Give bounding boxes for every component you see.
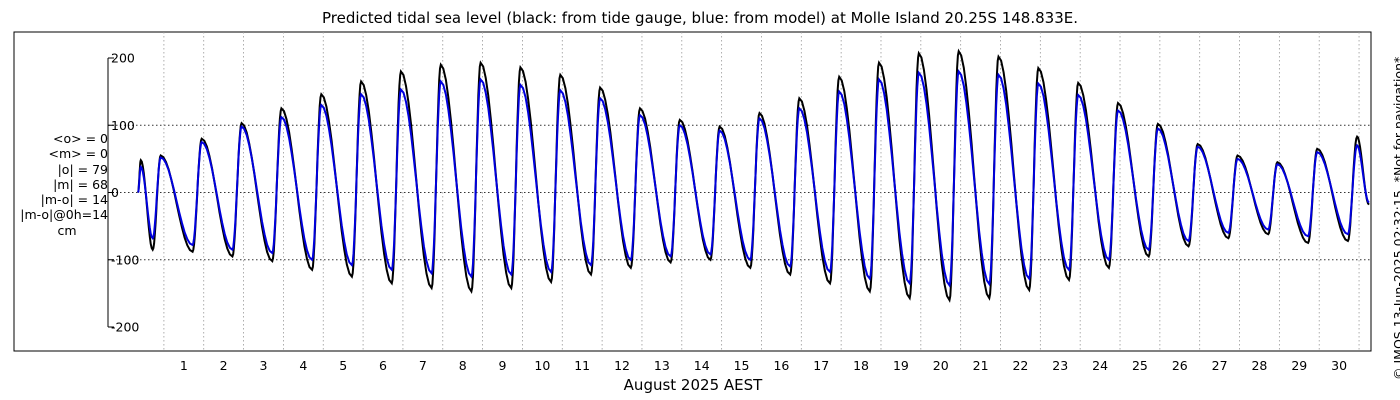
x-tick-label: 3	[260, 358, 268, 373]
x-tick-label: 25	[1132, 358, 1148, 373]
x-tick-label: 23	[1052, 358, 1068, 373]
chart-title: Predicted tidal sea level (black: from t…	[322, 9, 1078, 27]
stat-abs-difference-0h: |m-o|@0h=14	[20, 207, 108, 223]
x-tick-label: 27	[1212, 358, 1228, 373]
x-tick-label: 15	[734, 358, 750, 373]
x-tick-label: 14	[694, 358, 710, 373]
stat-unit: cm	[57, 222, 77, 238]
x-tick-label: 16	[773, 358, 789, 373]
y-tick-label: -100	[111, 252, 139, 267]
x-tick-label: 9	[499, 358, 507, 373]
x-tick-labels: 1 2 3 4 5 6 7 8 9 10 11 12 13 14 15 16 17 18 19 20 21 22 23 24 2…	[180, 358, 1347, 373]
x-tick-label: 20	[933, 358, 949, 373]
copyright-notice: © IMOS 13-Jun-2025 02:32:15. *Not for na…	[1391, 56, 1400, 380]
x-tick-label: 6	[379, 358, 387, 373]
plot-frame	[13, 31, 1372, 352]
series-line-observed	[137, 48, 1370, 303]
x-tick-label: 29	[1291, 358, 1307, 373]
x-tick-label: 26	[1172, 358, 1188, 373]
x-tick-label: 30	[1331, 358, 1347, 373]
statistics-panel: <o> = 0 <m> = 0 |o| = 79 |m| = 68 |m-o| …	[4, 131, 108, 238]
x-tick-label: 1	[180, 358, 188, 373]
y-tick-labels: 200 100 0 -100 -200	[111, 51, 139, 335]
y-tick-label: 200	[111, 51, 135, 66]
series-line-model	[137, 69, 1370, 288]
x-tick-label: 10	[534, 358, 550, 373]
x-tick-label: 2	[220, 358, 228, 373]
x-tick-label: 7	[419, 358, 427, 373]
x-tick-label: 11	[574, 358, 590, 373]
stat-abs-difference: |m-o| = 14	[40, 192, 108, 208]
x-tick-label: 19	[893, 358, 909, 373]
x-axis-label: August 2025 AEST	[624, 376, 763, 394]
stat-mean-observed: <o> = 0	[53, 131, 108, 146]
x-tick-label: 12	[614, 358, 630, 373]
y-tick-label: -200	[111, 320, 139, 335]
x-tick-label: 4	[299, 358, 307, 373]
x-tick-label: 5	[339, 358, 347, 373]
stat-mean-model: <m> = 0	[48, 146, 109, 162]
x-tick-label: 21	[973, 358, 989, 373]
stat-abs-model: |m| = 68	[53, 176, 108, 192]
x-tick-label: 18	[853, 358, 869, 373]
x-tick-label: 22	[1012, 358, 1028, 373]
y-axis	[107, 57, 114, 328]
x-tick-label: 13	[654, 358, 670, 373]
x-tick-label: 17	[813, 358, 829, 373]
y-tick-label: 100	[111, 118, 135, 133]
x-tick-label: 8	[459, 358, 467, 373]
stat-abs-observed: |o| = 79	[57, 161, 108, 177]
x-tick-label: 24	[1092, 358, 1108, 373]
x-tick-label: 28	[1251, 358, 1267, 373]
y-tick-label: 0	[111, 185, 119, 200]
